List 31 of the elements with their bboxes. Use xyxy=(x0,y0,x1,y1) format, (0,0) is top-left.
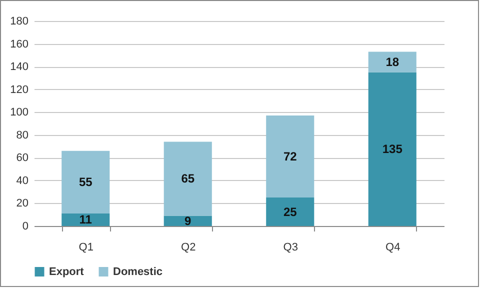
y-tick-label: 140 xyxy=(10,61,28,74)
data-label: 65 xyxy=(181,172,195,186)
data-label: 55 xyxy=(78,175,93,190)
y-tick-label: 80 xyxy=(16,129,28,142)
x-tick-label: Q3 xyxy=(283,242,298,254)
y-tick-label: 180 xyxy=(10,16,28,28)
y-tick-label: 100 xyxy=(10,106,28,119)
data-label: 25 xyxy=(283,204,298,219)
y-tick-label: 120 xyxy=(10,84,28,96)
x-tick-label: Q4 xyxy=(386,242,400,254)
y-tick-label: 20 xyxy=(16,198,28,210)
bar xyxy=(368,72,416,226)
y-tick-label: 60 xyxy=(16,152,28,164)
legend-label: Domestic xyxy=(113,266,163,278)
data-label: 135 xyxy=(382,142,403,156)
bar xyxy=(266,198,314,226)
data-label: 72 xyxy=(283,150,298,164)
y-tick-label: 160 xyxy=(10,38,28,50)
y-tick-label: 40 xyxy=(16,174,28,187)
y-tick-label: 0 xyxy=(22,220,28,232)
bar xyxy=(266,116,314,198)
legend-label: Export xyxy=(49,266,84,278)
x-tick-label: Q2 xyxy=(181,242,196,254)
bar xyxy=(62,150,110,214)
data-label: 11 xyxy=(79,212,92,227)
bar xyxy=(164,142,212,216)
bar xyxy=(368,52,416,72)
data-label: 9 xyxy=(184,214,192,228)
x-tick-label: Q1 xyxy=(78,242,94,254)
bar xyxy=(62,213,110,226)
data-label: 18 xyxy=(386,55,400,69)
